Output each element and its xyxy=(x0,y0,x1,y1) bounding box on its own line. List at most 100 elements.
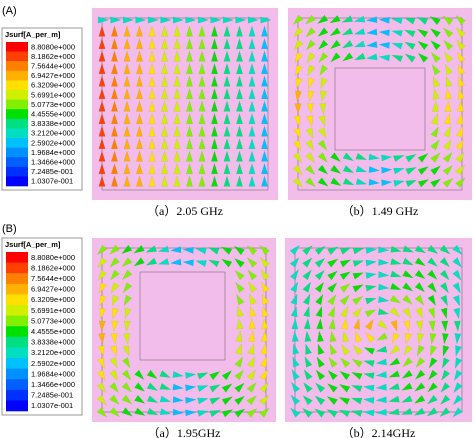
current-arrow xyxy=(121,257,133,268)
current-arrow xyxy=(302,293,311,306)
current-arrow xyxy=(233,246,245,256)
current-arrow xyxy=(170,258,182,266)
current-arrow xyxy=(261,175,268,187)
current-arrow xyxy=(112,307,119,320)
current-arrow xyxy=(289,257,300,268)
current-arrow xyxy=(111,175,118,187)
current-arrow xyxy=(352,295,364,306)
current-arrow xyxy=(375,371,387,379)
current-arrow xyxy=(431,64,441,76)
current-arrow xyxy=(415,307,423,319)
current-arrow xyxy=(148,175,156,187)
current-arrow xyxy=(303,369,313,381)
current-arrow xyxy=(236,87,243,100)
current-arrow xyxy=(302,257,313,268)
current-arrow xyxy=(353,40,366,48)
current-arrow xyxy=(452,244,463,255)
current-arrow xyxy=(388,357,401,366)
current-arrow xyxy=(211,75,218,87)
current-arrow xyxy=(427,282,437,294)
current-arrow xyxy=(439,394,451,405)
current-arrow xyxy=(98,333,106,345)
legend-swatch xyxy=(6,283,28,295)
current-arrow xyxy=(121,244,133,255)
current-arrow xyxy=(427,244,439,254)
current-arrow xyxy=(389,282,402,291)
current-arrow xyxy=(248,112,256,125)
current-arrow xyxy=(432,88,440,100)
legend-swatch xyxy=(6,347,28,359)
current-arrow xyxy=(211,25,218,37)
current-arrow xyxy=(185,384,197,392)
current-arrow xyxy=(186,87,193,100)
current-arrow xyxy=(236,162,243,175)
current-arrow xyxy=(430,345,438,357)
current-arrow xyxy=(305,164,316,176)
current-arrow xyxy=(389,295,402,304)
current-arrow xyxy=(122,269,133,281)
current-arrow xyxy=(442,15,454,26)
current-arrow xyxy=(236,318,244,330)
legend-swatch xyxy=(6,358,28,369)
current-arrow xyxy=(111,112,118,125)
current-arrow xyxy=(427,382,438,393)
current-arrow xyxy=(186,175,193,187)
current-arrow xyxy=(236,137,243,150)
current-arrow xyxy=(160,16,172,24)
current-arrow xyxy=(427,269,438,280)
current-arrow xyxy=(186,62,193,75)
current-arrow xyxy=(363,397,375,404)
current-arrow xyxy=(415,357,426,369)
current-arrow xyxy=(293,39,304,51)
current-arrow xyxy=(98,50,106,62)
legend-swatch xyxy=(6,176,28,187)
legend-label: 4.4555e+000 xyxy=(31,110,75,119)
current-arrow xyxy=(381,166,393,174)
current-arrow xyxy=(428,307,435,320)
current-arrow xyxy=(236,150,243,162)
current-arrow xyxy=(173,25,181,37)
current-arrow xyxy=(319,103,327,115)
current-arrow xyxy=(197,397,209,405)
legend-swatch xyxy=(6,109,28,120)
current-arrow xyxy=(223,37,231,50)
current-arrow xyxy=(236,293,245,306)
current-arrow xyxy=(198,87,206,100)
legend-swatch xyxy=(6,166,28,177)
current-arrow xyxy=(109,407,120,418)
current-arrow xyxy=(342,165,355,174)
current-arrow xyxy=(302,269,312,281)
current-arrow xyxy=(355,178,368,185)
current-arrow xyxy=(314,245,326,256)
current-arrow xyxy=(211,50,218,62)
current-arrow xyxy=(290,281,299,293)
current-arrow xyxy=(404,53,416,63)
current-arrow xyxy=(110,345,117,357)
current-arrow xyxy=(290,293,298,305)
current-arrow xyxy=(248,318,256,330)
current-arrow xyxy=(109,257,120,268)
legend-label: 3.8338e+000 xyxy=(31,338,75,347)
current-arrow xyxy=(111,137,118,150)
legend-swatch xyxy=(6,326,28,338)
current-arrow xyxy=(110,269,120,281)
current-arrow xyxy=(307,90,315,102)
current-arrow xyxy=(236,37,243,50)
legend-label: 1.0307e-001 xyxy=(31,177,73,186)
current-arrow xyxy=(136,37,143,50)
current-arrow xyxy=(445,75,453,88)
current-arrow xyxy=(363,409,375,417)
legend-title: Jsurf[A_per_m] xyxy=(5,30,61,39)
current-arrow xyxy=(289,244,300,256)
current-arrow xyxy=(318,115,326,127)
current-arrow xyxy=(430,165,441,176)
current-arrow xyxy=(378,283,390,291)
current-arrow xyxy=(350,397,363,405)
current-arrow xyxy=(148,62,156,75)
current-arrow xyxy=(402,257,414,266)
current-arrow xyxy=(237,305,244,318)
current-arrow xyxy=(375,408,387,416)
current-arrow xyxy=(405,167,417,175)
current-arrow xyxy=(123,75,131,87)
current-arrow xyxy=(134,382,146,392)
